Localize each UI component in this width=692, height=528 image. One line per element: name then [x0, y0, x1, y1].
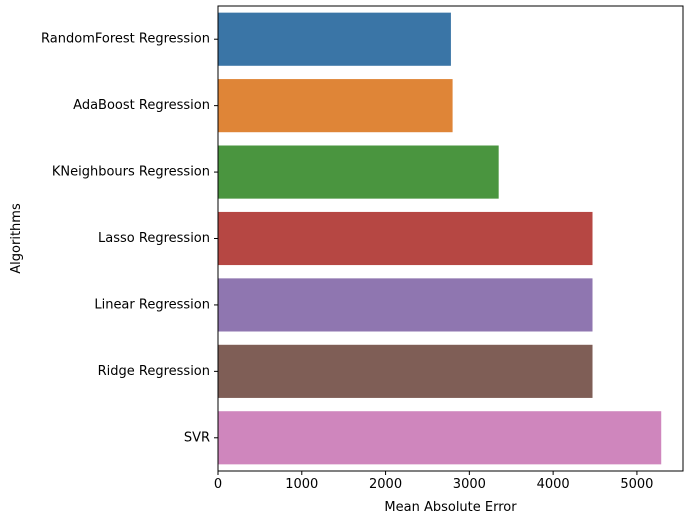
x-tick-label: 4000 — [537, 477, 570, 492]
y-axis-ticks: RandomForest Regression AdaBoost Regressi… — [41, 32, 218, 445]
bar-6 — [218, 411, 662, 465]
bars-layer — [218, 12, 662, 465]
x-tick-label: 0 — [214, 477, 222, 492]
bar-5 — [218, 344, 593, 398]
bar-2 — [218, 145, 499, 199]
y-tick-label: Ridge Regression — [98, 364, 210, 379]
y-tick-label: SVR — [184, 430, 210, 445]
bar-4 — [218, 278, 593, 332]
y-tick-label: Linear Regression — [94, 297, 210, 312]
y-tick-label: Lasso Regression — [98, 231, 210, 246]
x-axis-label: Mean Absolute Error — [384, 500, 517, 515]
x-axis-ticks: 0 1000 2000 3000 4000 5000 — [214, 471, 653, 492]
bar-3 — [218, 211, 593, 266]
y-tick-label: AdaBoost Regression — [73, 98, 210, 113]
x-tick-label: 3000 — [453, 477, 486, 492]
x-tick-label: 1000 — [285, 477, 318, 492]
bar-0 — [218, 12, 451, 66]
bar-1 — [218, 79, 453, 133]
x-tick-label: 2000 — [369, 477, 402, 492]
plot-frame — [217, 5, 684, 472]
y-axis-label: Algorithms — [9, 203, 24, 274]
y-tick-label: RandomForest Regression — [41, 32, 210, 47]
y-tick-label: KNeighbours Regression — [52, 165, 210, 180]
x-tick-label: 5000 — [620, 477, 653, 492]
